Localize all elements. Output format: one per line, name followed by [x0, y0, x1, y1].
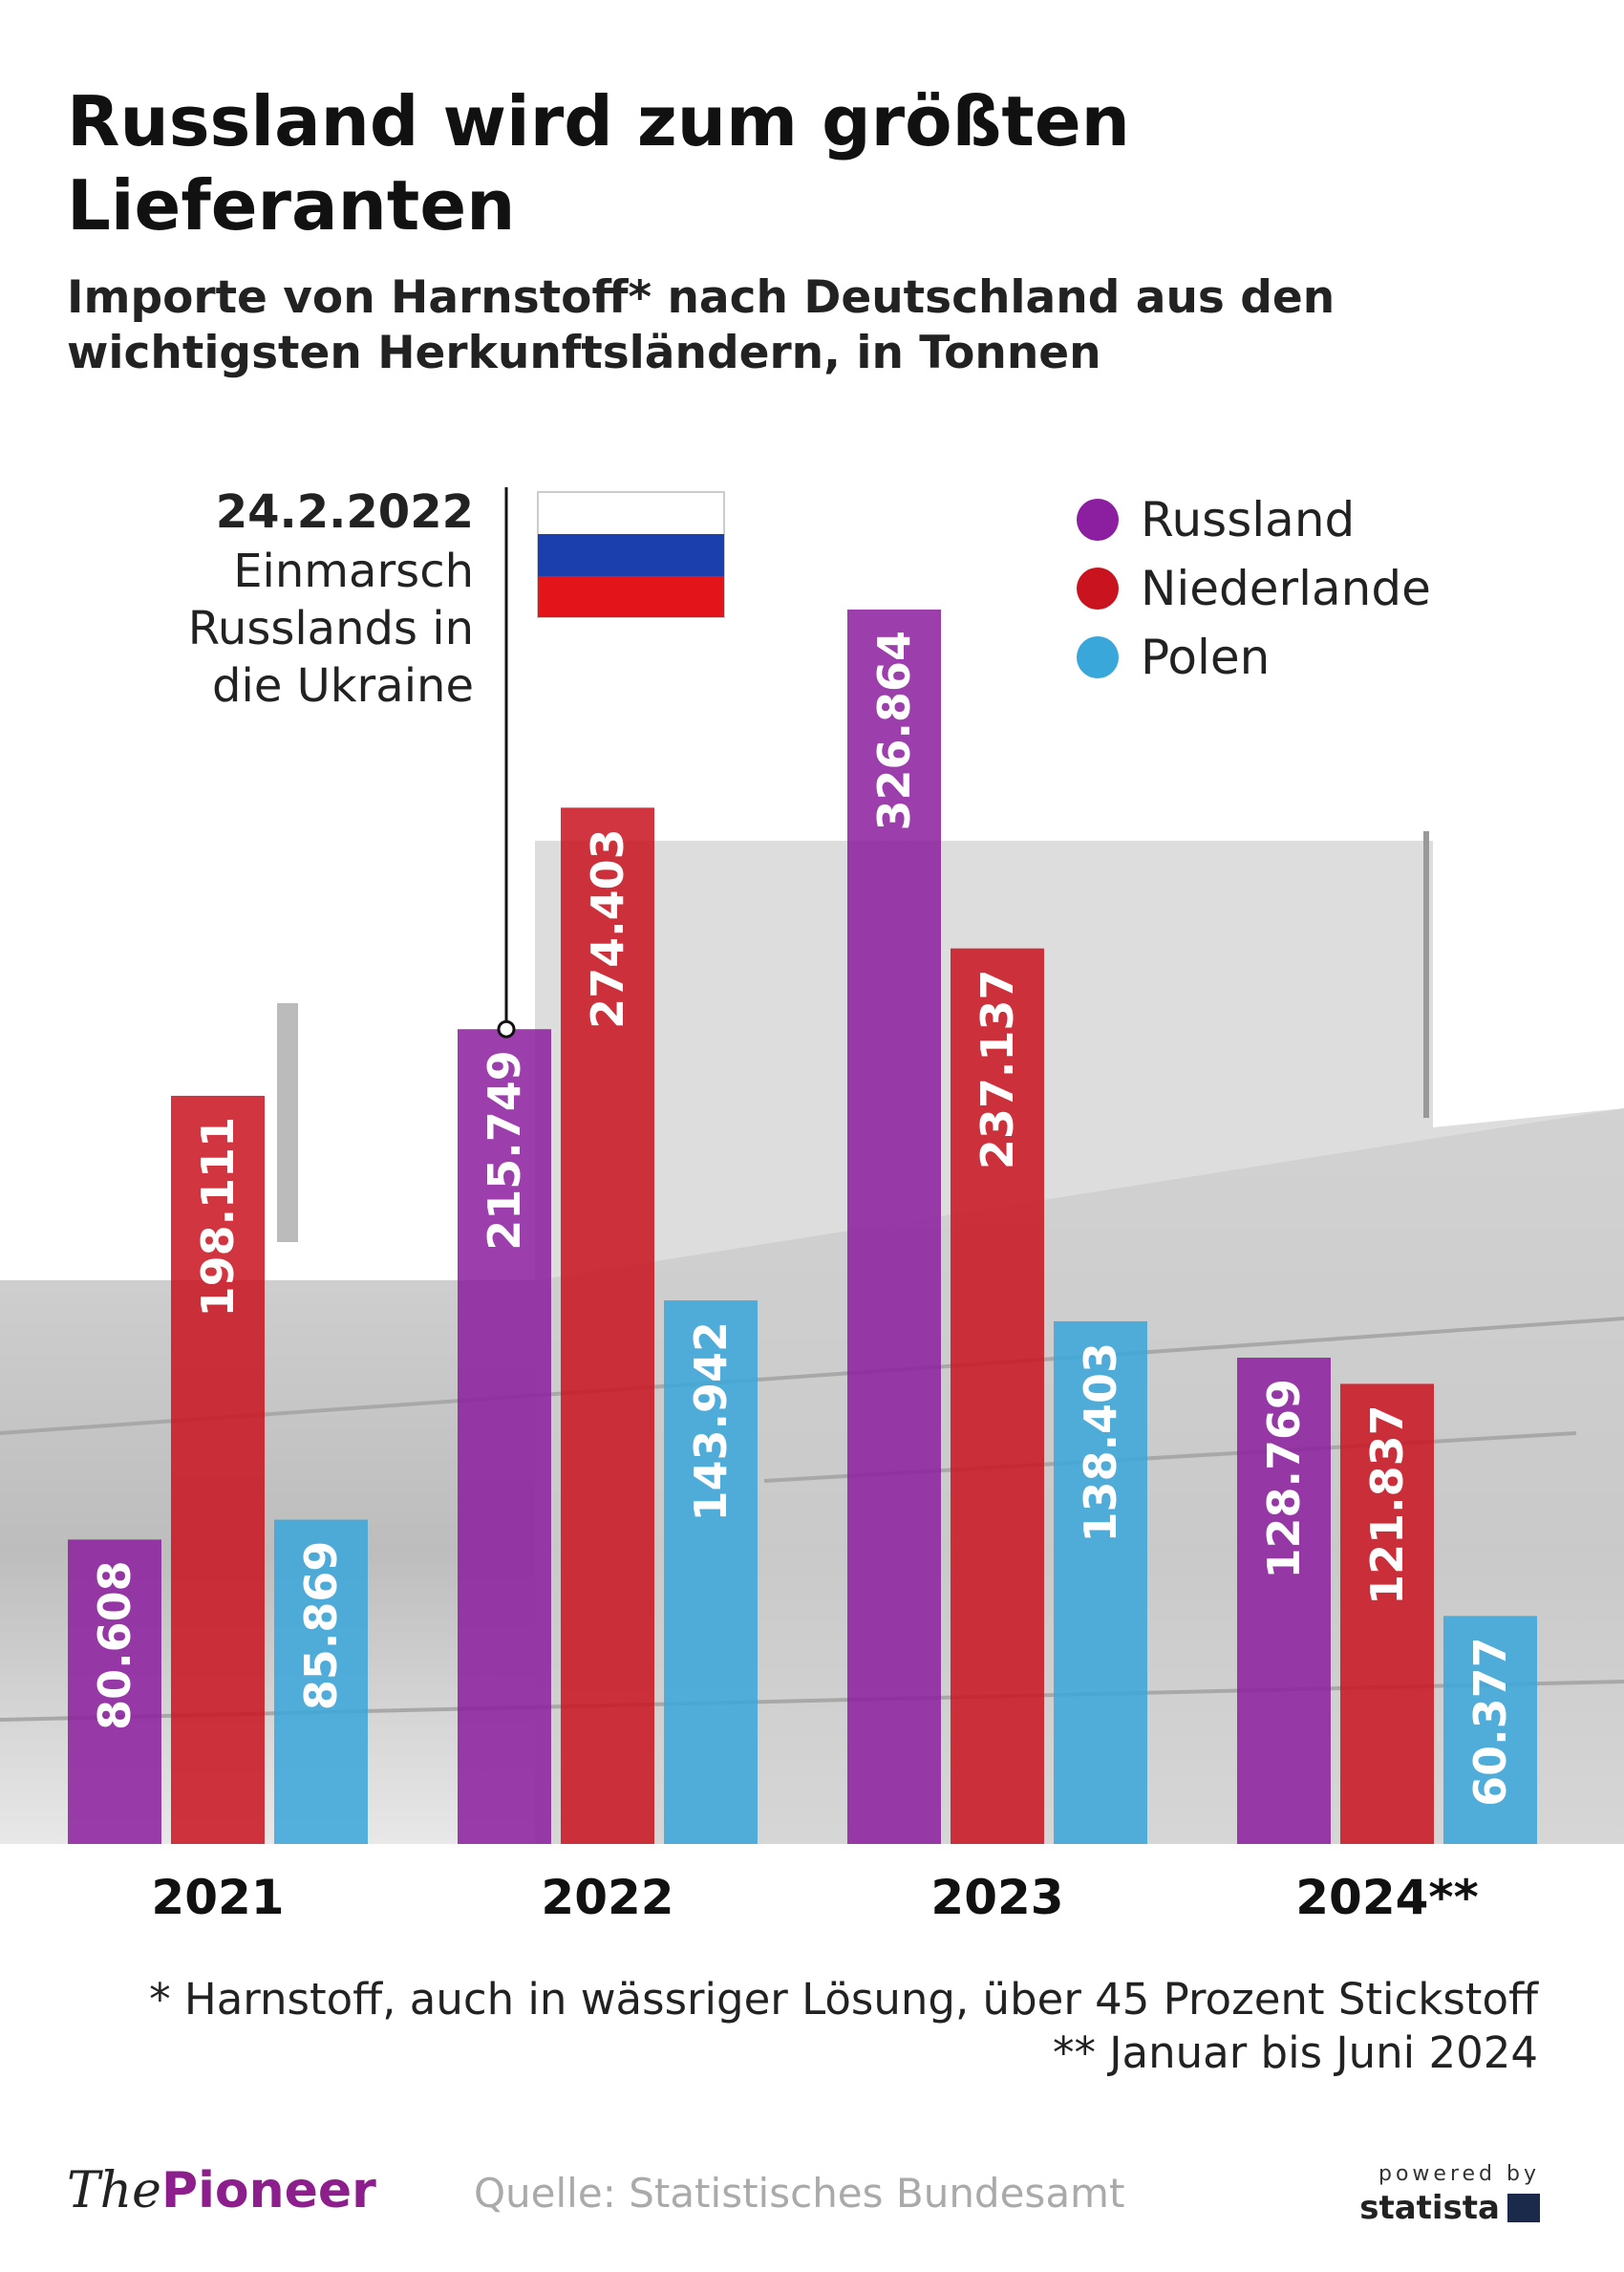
statista-icon [1507, 2194, 1540, 2222]
logo: ThePioneer [67, 2162, 376, 2219]
annotation-date: 24.2.2022 [216, 485, 474, 539]
subtitle: Importe von Harnstoff* nach Deutschland … [67, 271, 1335, 324]
value-label: 138.403 [1075, 1342, 1126, 1543]
bar [847, 610, 941, 1844]
value-label: 121.837 [1361, 1404, 1413, 1605]
value-label: 85.869 [295, 1541, 347, 1711]
bar [1443, 1616, 1537, 1844]
x-tick-label: 2024** [1295, 1870, 1478, 1925]
value-label: 143.942 [685, 1321, 737, 1522]
legend-marker [1077, 568, 1119, 610]
logo-second: Pioneer [161, 2162, 376, 2219]
bar [274, 1519, 368, 1844]
footnote: * Harnstoff, auch in wässriger Lösung, ü… [149, 1974, 1539, 2025]
bar [1237, 1358, 1331, 1844]
bar [664, 1300, 758, 1844]
legend-label: Niederlande [1141, 561, 1431, 616]
value-label: 60.377 [1464, 1637, 1516, 1807]
russia-flag [537, 491, 725, 618]
x-tick-label: 2023 [930, 1870, 1063, 1925]
legend-label: Polen [1141, 630, 1270, 685]
value-label: 215.749 [479, 1050, 530, 1251]
value-label: 237.137 [972, 970, 1023, 1170]
legend-marker [1077, 636, 1119, 678]
statista-logo: statista [1359, 2189, 1500, 2227]
legend-label: Russland [1141, 492, 1355, 547]
bar [951, 948, 1044, 1844]
subtitle: wichtigsten Herkunftsländern, in Tonnen [67, 327, 1101, 379]
bar [68, 1539, 161, 1844]
bar [171, 1095, 265, 1844]
annotation-text: Einmarsch [233, 545, 474, 598]
logo-first: The [67, 2162, 161, 2219]
annotation-dot [497, 1019, 516, 1039]
title: Lieferanten [67, 165, 515, 246]
legend-marker [1077, 499, 1119, 541]
value-label: 128.769 [1258, 1379, 1310, 1579]
powered-by: powered by [1378, 2162, 1540, 2186]
title: Russland wird zum größten [67, 81, 1130, 161]
value-label: 80.608 [89, 1560, 140, 1730]
annotation-text: die Ukraine [212, 659, 474, 713]
value-label: 198.111 [192, 1117, 244, 1318]
source: Quelle: Statistisches Bundesamt [474, 2170, 1124, 2217]
bar [561, 807, 654, 1845]
bar [458, 1029, 551, 1844]
bar [1340, 1383, 1434, 1844]
footnote: ** Januar bis Juni 2024 [1053, 2027, 1538, 2078]
value-label: 326.864 [868, 631, 920, 831]
annotation-text: Russlands in [188, 602, 474, 655]
value-label: 274.403 [582, 828, 633, 1029]
x-tick-label: 2022 [541, 1870, 673, 1925]
bar [1054, 1320, 1147, 1844]
x-tick-label: 2021 [151, 1870, 284, 1925]
